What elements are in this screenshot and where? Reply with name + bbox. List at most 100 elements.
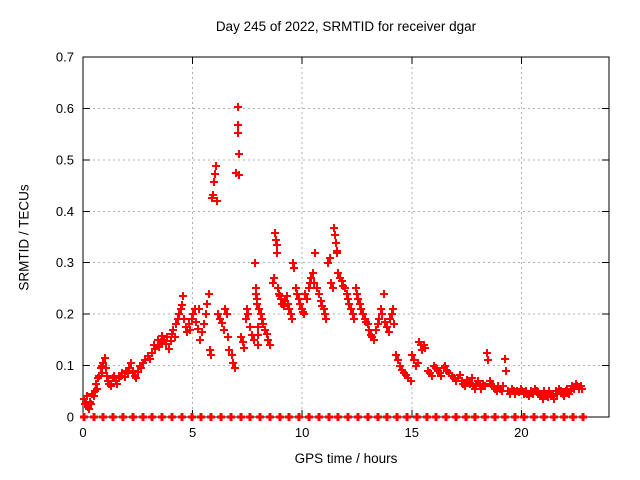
data-point-marker [98,369,106,377]
data-point-marker [408,351,416,359]
data-point-marker [211,170,219,178]
zero-band-marker [315,413,323,421]
data-point-marker [380,290,388,298]
data-point-marker [250,336,258,344]
data-point-marker [474,377,482,385]
zero-band-marker [227,413,235,421]
data-point-marker [202,310,210,318]
data-point-marker [240,344,248,352]
data-point-marker [483,349,491,357]
data-point-marker [254,341,262,349]
x-tick-label: 5 [189,425,196,440]
data-point-marker [107,382,115,390]
data-point-marker [324,259,332,267]
data-point-marker [196,336,204,344]
data-point-marker [381,318,389,326]
data-point-marker [354,295,362,303]
data-point-marker [484,356,492,364]
x-axis-label: GPS time / hours [294,451,398,466]
data-point-marker [389,305,397,313]
data-point-marker [437,372,445,380]
data-point-marker [137,364,145,372]
data-point-marker [341,284,349,292]
data-point-marker [102,364,110,372]
data-point-marker [220,326,228,334]
data-point-marker [254,323,262,331]
zero-band-marker [305,413,313,421]
zero-band-marker [442,413,450,421]
data-point-marker [385,328,393,336]
data-point-marker [347,305,355,313]
data-point-marker [560,392,568,400]
zero-band-marker [393,413,401,421]
zero-band-marker [207,413,215,421]
data-point-marker [195,305,203,313]
data-point-marker [234,121,242,129]
data-point-marker [231,364,239,372]
data-point-marker [146,355,154,363]
data-point-marker [334,269,342,277]
data-point-marker [330,224,338,232]
data-point-marker [283,292,291,300]
zero-band-marker [246,413,254,421]
data-point-marker [186,326,194,334]
data-point-marker [285,305,293,313]
data-point-marker [303,295,311,303]
data-point-marker [179,292,187,300]
zero-band-marker [80,413,88,421]
x-tick-label: 10 [295,425,309,440]
zero-band-marker [197,413,205,421]
zero-band-marker [569,413,577,421]
data-point-marker [383,323,391,331]
data-point-marker [253,300,261,308]
data-point-marker [300,310,308,318]
data-point-marker [171,333,179,341]
data-point-marker [578,385,586,393]
data-point-marker [113,380,121,388]
data-point-marker [85,405,93,413]
data-point-marker [370,336,378,344]
data-point-marker [407,377,415,385]
data-point-marker [329,284,337,292]
y-tick-label: 0.2 [56,307,74,322]
data-point-marker [501,355,509,363]
data-point-marker [271,229,279,237]
data-point-marker [235,171,243,179]
zero-band-marker [109,413,117,421]
data-point-marker [327,279,335,287]
data-point-marker [178,301,186,309]
data-point-marker [390,320,398,328]
data-point-marker [83,392,91,400]
data-point-marker [333,249,341,257]
data-point-marker [165,345,173,353]
zero-band-marker [325,413,333,421]
data-point-marker [127,359,135,367]
data-point-marker [359,310,367,318]
data-point-marker [209,191,217,199]
zero-band-marker [413,413,421,421]
data-point-marker [273,249,281,257]
zero-band-marker [178,413,186,421]
data-point-marker [309,269,317,277]
zero-band-marker [491,413,499,421]
data-point-marker [375,315,383,323]
zero-band-marker [334,413,342,421]
data-point-marker [172,320,180,328]
data-point-marker [255,305,263,313]
data-point-marker [357,305,365,313]
data-point-marker [499,382,507,390]
zero-band-marker [364,413,372,421]
x-tick-label: 20 [514,425,528,440]
data-point-marker [392,351,400,359]
data-point-marker [207,351,215,359]
data-point-marker [110,372,118,380]
zero-band-marker [403,413,411,421]
data-point-marker [332,239,340,247]
data-point-marker [550,395,558,403]
data-point-marker [203,300,211,308]
zero-band-marker [354,413,362,421]
zero-band-marker [374,413,382,421]
data-point-marker [213,197,221,205]
zero-band-marker [481,413,489,421]
